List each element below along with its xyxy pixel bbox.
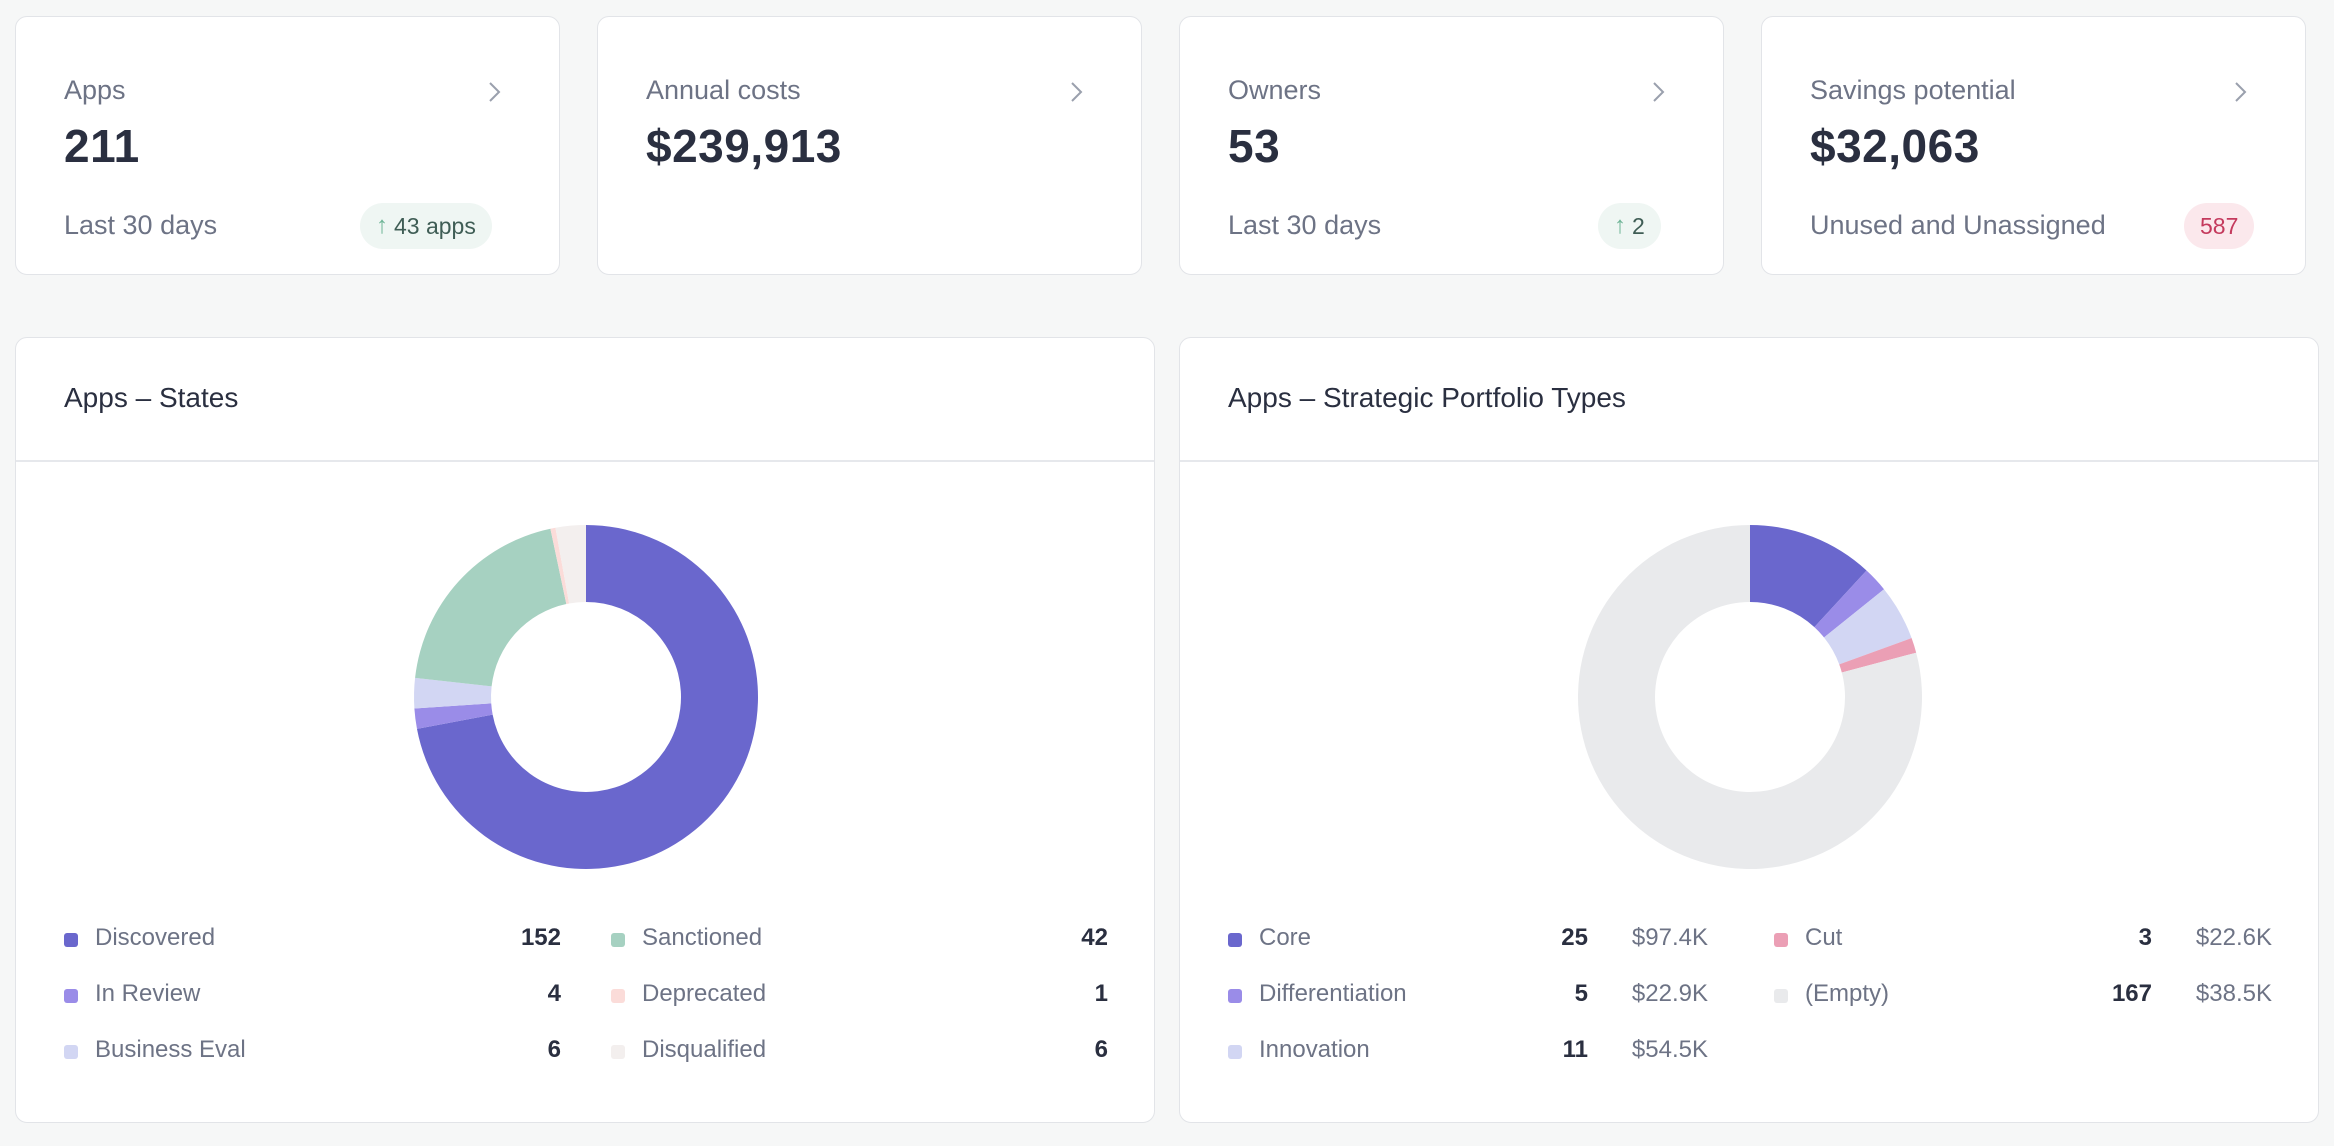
- kpi-period: Last 30 days: [64, 210, 218, 240]
- trend-badge-text: 43 apps: [394, 212, 476, 239]
- legend-swatch: [64, 933, 78, 947]
- portfolio-types-donut-chart: [1578, 525, 1922, 869]
- legend-swatch: [611, 933, 625, 947]
- legend-item[interactable]: (Empty) 167 $38.5K: [1774, 980, 2272, 1012]
- kpi-value: 211: [64, 120, 140, 172]
- apps-states-donut-chart: [414, 525, 758, 869]
- legend-swatch: [1774, 989, 1788, 1003]
- legend-swatch: [64, 989, 78, 1003]
- kpi-card-annual-costs[interactable]: Annual costs $239,913: [597, 16, 1142, 275]
- legend-label: (Empty): [1805, 980, 1889, 1007]
- chevron-right-icon[interactable]: [479, 77, 509, 107]
- donut-slice-in-review[interactable]: [414, 703, 493, 729]
- legend-cost: $22.9K: [1631, 980, 1708, 1007]
- chevron-right-icon[interactable]: [1061, 77, 1091, 107]
- legend-swatch: [1228, 1045, 1242, 1059]
- kpi-card-savings-potential[interactable]: Savings potential $32,063 Unused and Una…: [1761, 16, 2306, 275]
- legend-label: Core: [1259, 924, 1312, 951]
- legend-label: Business Eval: [95, 1036, 246, 1063]
- legend-item[interactable]: Disqualified 6: [611, 1036, 1108, 1068]
- kpi-label: Apps: [64, 75, 126, 105]
- arrow-up-icon: ↑: [1614, 212, 1626, 239]
- legend-item[interactable]: Cut 3 $22.6K: [1774, 924, 2272, 956]
- kpi-card-owners[interactable]: Owners 53 Last 30 days ↑ 2: [1179, 16, 1724, 275]
- kpi-period: Last 30 days: [1228, 210, 1382, 240]
- legend-swatch: [611, 989, 625, 1003]
- legend-count: 11: [1562, 1036, 1588, 1063]
- divider: [16, 460, 1154, 462]
- legend-label: Disqualified: [642, 1036, 767, 1063]
- trend-badge: ↑ 2: [1598, 203, 1661, 249]
- legend-swatch: [611, 1045, 625, 1059]
- count-badge: 587: [2184, 203, 2255, 249]
- legend-label: Innovation: [1259, 1036, 1370, 1063]
- legend-cost: $22.6K: [2195, 924, 2272, 951]
- kpi-card-apps[interactable]: Apps 211 Last 30 days ↑ 43 apps: [15, 16, 560, 275]
- chevron-right-icon[interactable]: [2225, 77, 2255, 107]
- donut-slice-empty[interactable]: [1578, 525, 1922, 869]
- legend-cost: $54.5K: [1631, 1036, 1708, 1063]
- legend-swatch: [1228, 989, 1242, 1003]
- chevron-right-icon[interactable]: [1643, 77, 1673, 107]
- legend-item[interactable]: In Review 4: [64, 980, 561, 1012]
- kpi-label: Owners: [1228, 75, 1322, 105]
- legend-item[interactable]: Discovered 152: [64, 924, 561, 956]
- legend-label: Discovered: [95, 924, 216, 951]
- kpi-value: 53: [1228, 120, 1281, 172]
- kpi-subtitle: Unused and Unassigned: [1810, 210, 2106, 240]
- legend-swatch: [64, 1045, 78, 1059]
- legend-count: 152: [520, 924, 561, 951]
- donut-slice-cut[interactable]: [1839, 638, 1917, 673]
- count-badge-text: 587: [2200, 212, 2239, 239]
- panel-title: Apps – Strategic Portfolio Types: [1228, 382, 1626, 413]
- legend-item[interactable]: Business Eval 6: [64, 1036, 561, 1068]
- legend-count: 1: [1094, 980, 1108, 1007]
- donut-slice-core[interactable]: [1750, 525, 1867, 628]
- trend-badge: ↑ 43 apps: [360, 203, 492, 249]
- legend-item[interactable]: Sanctioned 42: [611, 924, 1108, 956]
- legend-count: 42: [1081, 924, 1108, 951]
- divider: [1180, 460, 2318, 462]
- donut-slice-differentiation[interactable]: [1814, 570, 1885, 638]
- legend-item[interactable]: Core 25 $97.4K: [1228, 924, 1708, 956]
- portfolio-types-panel: Apps – Strategic Portfolio Types Core 25 $…: [1179, 337, 2319, 1123]
- legend-label: Differentiation: [1259, 980, 1407, 1007]
- legend-count: 167: [2111, 980, 2152, 1007]
- legend-count: 3: [2138, 924, 2152, 951]
- donut-slice-deprecated[interactable]: [550, 527, 570, 605]
- legend-count: 25: [1561, 924, 1588, 951]
- legend-cost: $97.4K: [1631, 924, 1708, 951]
- donut-slice-sanctioned[interactable]: [415, 528, 567, 687]
- kpi-label: Savings potential: [1810, 75, 2016, 105]
- legend-count: 6: [1094, 1036, 1108, 1063]
- panel-title: Apps – States: [64, 382, 239, 413]
- legend-label: Sanctioned: [642, 924, 763, 951]
- legend-cost: $38.5K: [2195, 980, 2272, 1007]
- legend-label: Deprecated: [642, 980, 767, 1007]
- kpi-label: Annual costs: [646, 75, 801, 105]
- donut-slice-discovered[interactable]: [416, 525, 758, 869]
- legend-count: 6: [547, 1036, 561, 1063]
- kpi-value: $32,063: [1810, 120, 1980, 172]
- legend-swatch: [1774, 933, 1788, 947]
- trend-badge-text: 2: [1632, 212, 1645, 239]
- legend-count: 5: [1574, 980, 1588, 1007]
- donut-slice-business-eval[interactable]: [414, 677, 492, 709]
- donut-slice-disqualified[interactable]: [555, 525, 586, 604]
- legend-label: Cut: [1805, 924, 1843, 951]
- legend-item[interactable]: Innovation 11 $54.5K: [1228, 1036, 1708, 1068]
- kpi-value: $239,913: [646, 120, 842, 172]
- arrow-up-icon: ↑: [376, 212, 388, 239]
- legend-item[interactable]: Differentiation 5 $22.9K: [1228, 980, 1708, 1012]
- legend-item[interactable]: Deprecated 1: [611, 980, 1108, 1012]
- legend-count: 4: [547, 980, 561, 1007]
- apps-states-panel: Apps – States Discovered 152 In Review 4 Bus…: [15, 337, 1155, 1123]
- donut-slice-innovation[interactable]: [1824, 589, 1912, 665]
- legend-label: In Review: [95, 980, 201, 1007]
- legend-swatch: [1228, 933, 1242, 947]
